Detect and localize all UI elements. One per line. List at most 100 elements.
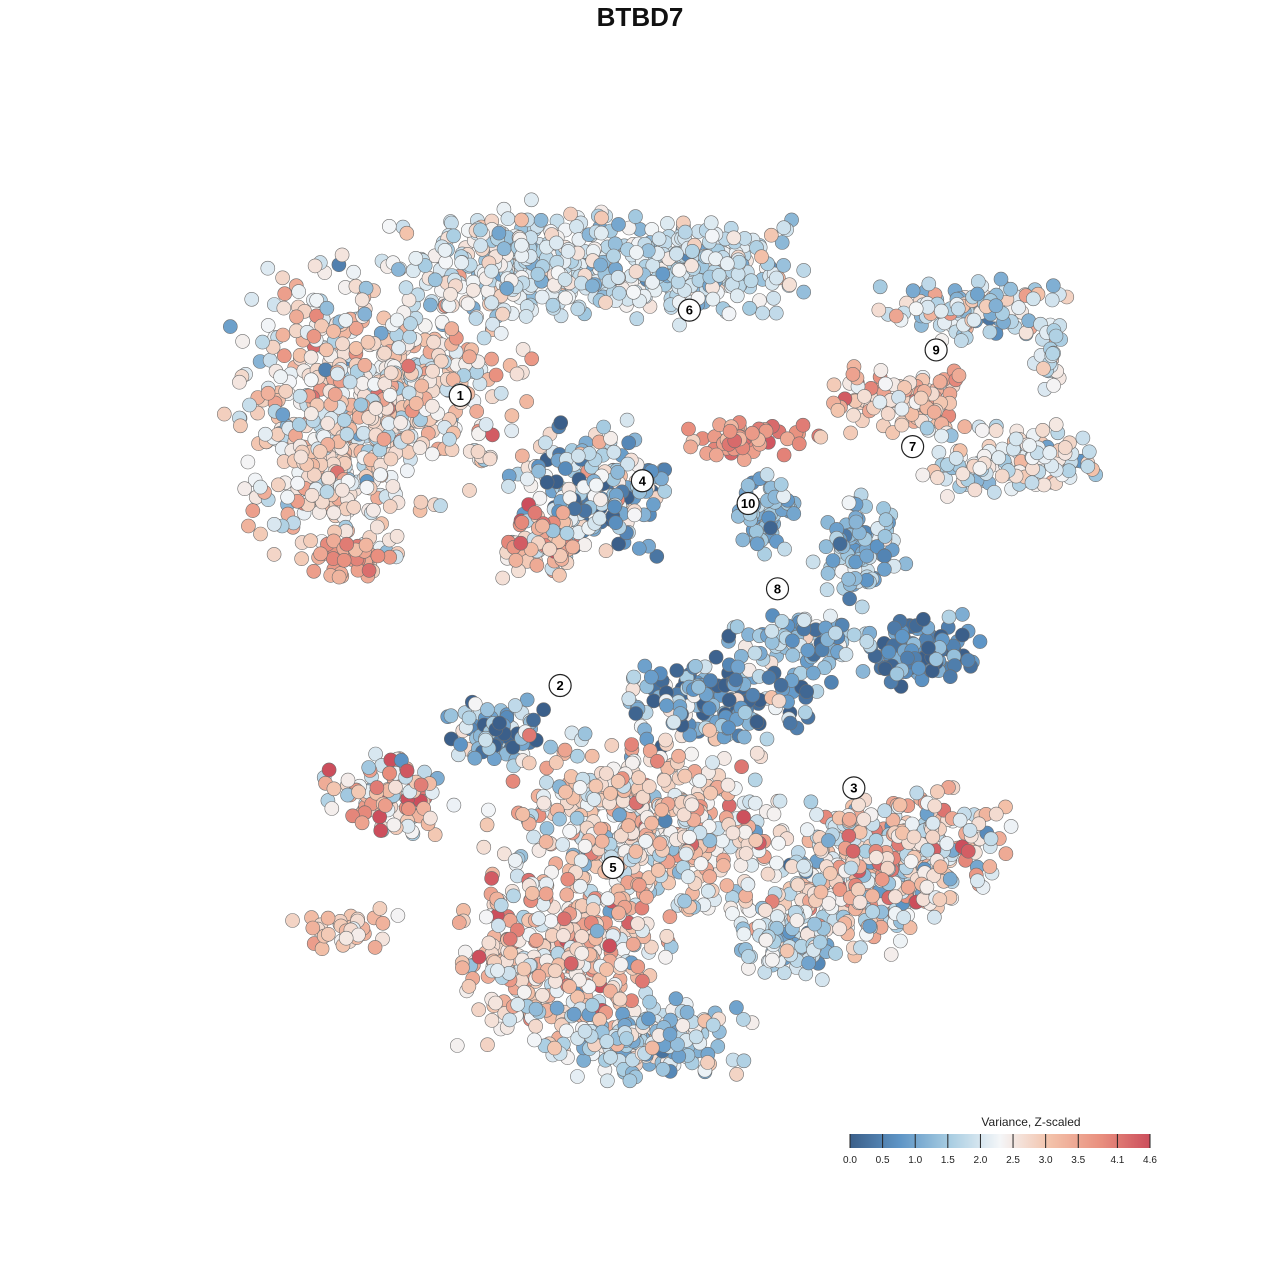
cell-point [471, 1002, 487, 1018]
cell-point [619, 1031, 634, 1046]
cell-point [736, 1053, 752, 1069]
cell-point [480, 1037, 495, 1052]
cell-point [610, 774, 626, 789]
cell-point [573, 878, 588, 894]
cell-point [266, 547, 282, 562]
cell-point [502, 931, 518, 947]
cell-point [553, 415, 569, 431]
cell-point [786, 506, 802, 521]
cell-point [507, 698, 523, 713]
cell-point [425, 363, 440, 379]
cell-point [599, 1034, 615, 1049]
cell-point [290, 475, 306, 491]
cluster-label-text: 9 [933, 342, 940, 357]
cell-point [592, 510, 608, 526]
cell-point [721, 720, 736, 736]
cell-point [366, 502, 381, 518]
cell-point [819, 582, 835, 598]
cell-point [320, 416, 336, 431]
cell-point [848, 514, 864, 530]
cell-point [346, 499, 362, 515]
cell-point [553, 548, 568, 564]
cell-point [504, 408, 520, 424]
cell-point [242, 397, 257, 413]
cell-point [520, 471, 535, 487]
cell-point [841, 828, 857, 844]
cell-point [883, 947, 899, 962]
cell-point [607, 236, 623, 252]
cell-point [873, 363, 889, 378]
cell-point [321, 470, 336, 486]
cell-point [675, 1018, 691, 1033]
cell-point [679, 1004, 695, 1020]
cluster-label-6: 6 [677, 298, 701, 322]
cell-point [857, 389, 872, 404]
cell-point [377, 345, 392, 361]
cell-point [334, 482, 350, 498]
cell-point [543, 739, 558, 755]
cell-point [932, 374, 948, 390]
cell-point [666, 714, 682, 730]
cell-point [691, 679, 706, 695]
cell-point [659, 928, 675, 944]
cell-point [506, 888, 521, 904]
cell-point [626, 669, 642, 685]
cell-point [372, 901, 388, 916]
cell-point [369, 519, 385, 535]
cell-point [627, 507, 642, 523]
chart-title: BTBD7 [596, 2, 684, 32]
cell-point [354, 815, 370, 831]
legend-tick-label: 3.5 [1071, 1155, 1085, 1166]
cell-point [931, 445, 947, 460]
legend-tick-label: 0.5 [876, 1155, 890, 1166]
cell-point [991, 450, 1007, 466]
cell-point [461, 979, 477, 994]
cell-point [625, 936, 641, 952]
cell-point [705, 291, 721, 307]
cell-point [401, 292, 417, 308]
cell-point [859, 548, 875, 564]
cell-point [291, 284, 307, 299]
cell-point [774, 235, 790, 250]
cell-point [460, 296, 476, 312]
cell-point [373, 325, 389, 341]
cell-point [729, 288, 745, 304]
cell-point [1008, 431, 1024, 447]
cell-point [966, 312, 982, 328]
cell-point [729, 1067, 744, 1082]
cell-point [570, 748, 585, 764]
cell-point [655, 1062, 671, 1077]
cell-point [826, 377, 842, 393]
cell-point [828, 625, 843, 641]
cell-point [531, 968, 547, 984]
cell-point [559, 525, 575, 541]
cell-point [509, 366, 525, 382]
cluster-label-4: 4 [630, 469, 654, 493]
cell-point [650, 753, 665, 769]
cell-point [721, 692, 737, 708]
cell-point [624, 737, 639, 752]
cell-point [594, 210, 609, 226]
cell-point [754, 249, 769, 265]
cell-point [606, 248, 621, 264]
cell-point [842, 811, 857, 827]
cell-point [776, 447, 792, 463]
cell-point [747, 795, 763, 811]
cell-point [473, 222, 488, 238]
cell-point [842, 591, 857, 607]
cell-point [655, 266, 671, 282]
cell-point [270, 477, 286, 493]
cell-point [330, 366, 345, 382]
cell-point [738, 846, 754, 861]
cell-point [646, 497, 661, 512]
cell-point [383, 451, 399, 467]
cell-point [1035, 422, 1050, 438]
cell-point [803, 794, 819, 810]
cell-point [933, 303, 949, 319]
cell-point [900, 879, 916, 895]
cell-point [1011, 300, 1026, 315]
cell-point [603, 786, 618, 801]
cell-point [740, 877, 756, 892]
cell-point [471, 949, 487, 965]
cell-point [684, 244, 700, 259]
